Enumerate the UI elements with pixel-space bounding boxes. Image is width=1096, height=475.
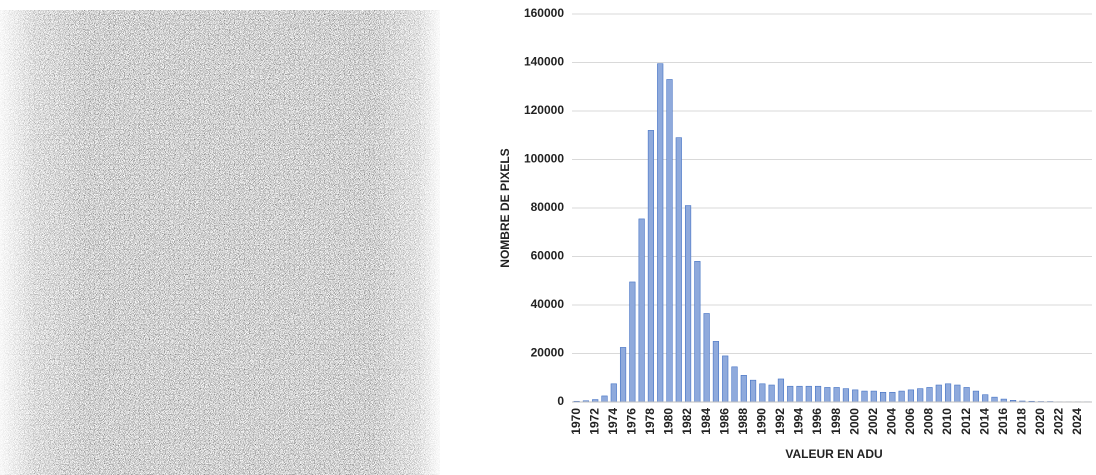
x-tick-label: 2000 (847, 408, 861, 435)
bar (666, 79, 673, 403)
bar (954, 384, 961, 403)
bar (796, 385, 803, 403)
bar (861, 390, 868, 403)
bar (963, 387, 970, 403)
x-tick-label: 1970 (569, 408, 583, 435)
y-axis-title: NOMBRE DE PIXELS (498, 148, 512, 267)
x-tick-label: 1994 (792, 408, 806, 435)
x-tick-label: 2018 (1015, 408, 1029, 435)
x-tick-label: 2008 (922, 408, 936, 435)
x-tick-label: 2010 (940, 408, 954, 435)
bar (694, 261, 701, 403)
x-tick-label: 2006 (903, 408, 917, 435)
y-tick-label: 160000 (524, 6, 564, 20)
x-tick-label: 1990 (755, 408, 769, 435)
x-tick-label: 2002 (866, 408, 880, 435)
y-tick-label: 0 (557, 394, 564, 408)
x-tick-label: 2004 (885, 408, 899, 435)
bar (657, 63, 664, 403)
bar (805, 385, 812, 403)
bar (777, 378, 785, 403)
x-tick-label: 1996 (810, 408, 824, 435)
bar (675, 137, 682, 403)
x-tick-label: 1974 (606, 408, 620, 435)
bar (879, 391, 887, 403)
x-tick-label: 1976 (625, 408, 639, 435)
x-tick-label: 2024 (1070, 408, 1084, 435)
y-tick-label: 100000 (524, 152, 564, 166)
bar (898, 390, 905, 403)
bar (610, 383, 617, 403)
bar (944, 383, 952, 403)
x-tick-label: 1978 (643, 408, 657, 435)
y-tick-label: 120000 (524, 103, 564, 117)
x-tick-label: 2020 (1033, 408, 1047, 435)
bar (824, 387, 831, 403)
bar (972, 390, 980, 403)
y-tick-label: 20000 (531, 346, 565, 360)
bar (889, 391, 896, 403)
bar (982, 394, 989, 403)
x-tick-label: 1988 (736, 408, 750, 435)
noise-image (0, 10, 440, 475)
bar (703, 313, 710, 403)
x-tick-label: 2022 (1052, 408, 1066, 435)
x-tick-label: 1992 (773, 408, 787, 435)
y-tick-label: 40000 (531, 297, 565, 311)
x-tick-label: 1972 (587, 408, 601, 435)
bar (629, 281, 636, 403)
bar (935, 384, 942, 403)
bar (768, 384, 775, 403)
bar (722, 355, 729, 403)
bar (740, 375, 747, 403)
x-tick-label: 2014 (977, 408, 991, 435)
x-tick-label: 1982 (680, 408, 694, 435)
x-tick-label: 1980 (662, 408, 676, 435)
x-axis-title: VALEUR EN ADU (785, 447, 882, 461)
x-tick-label: 2016 (996, 408, 1010, 435)
bar (749, 379, 757, 403)
y-tick-label: 80000 (531, 200, 565, 214)
bar (814, 385, 822, 403)
bar (842, 388, 850, 403)
bar (917, 388, 924, 403)
bar (787, 385, 794, 403)
bar (991, 396, 998, 403)
bar (833, 387, 840, 403)
bar (852, 389, 859, 403)
y-tick-label: 60000 (531, 249, 565, 263)
bar (619, 347, 627, 403)
bar (601, 395, 608, 403)
x-tick-label: 1984 (699, 408, 713, 435)
x-tick-label: 2012 (959, 408, 973, 435)
bar (712, 341, 720, 403)
bar (731, 366, 738, 403)
bar (759, 383, 766, 403)
bar (870, 390, 877, 403)
bar (638, 218, 645, 403)
x-tick-label: 1998 (829, 408, 843, 435)
x-tick-label: 1986 (717, 408, 731, 435)
histogram: VALEUR EN ADU NOMBRE DE PIXELS 0 20000 400… (498, 6, 1092, 461)
bar (926, 387, 933, 403)
bar (684, 205, 692, 403)
bar (907, 389, 915, 403)
bar (647, 130, 655, 403)
y-tick-label: 140000 (524, 55, 564, 69)
